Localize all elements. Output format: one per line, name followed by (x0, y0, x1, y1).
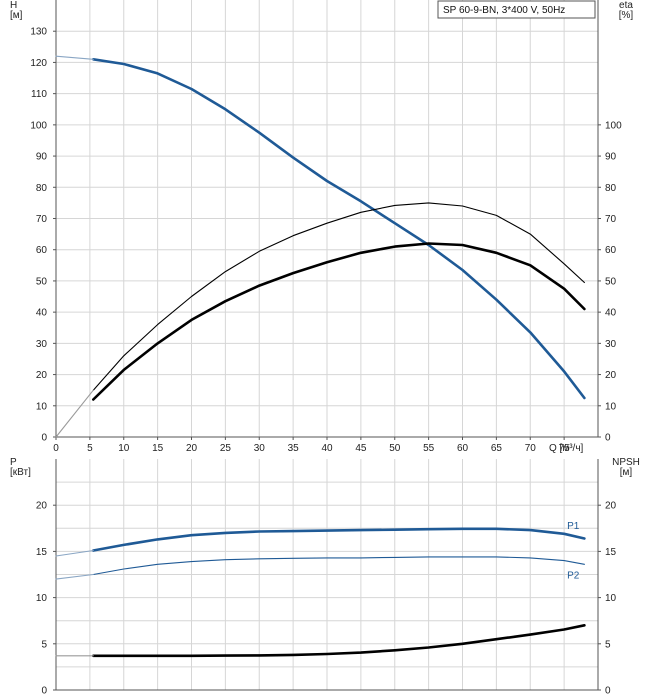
top-left-tick-label: 60 (36, 245, 48, 256)
power-npsh-panel: 0 5 10 15 20 0 5 10 15 20 P [кВт] NPSH [м] P1 P2 (10, 457, 640, 697)
top-series-h-extrapolated-line (55, 55, 94, 60)
top-left-tick-label: 30 (36, 339, 48, 350)
legend-box (437, 0, 596, 19)
bottom-left-tick-label: 5 (41, 639, 47, 650)
top-x-tick-label: 70 (525, 443, 537, 454)
npsh-axis-label-line: NPSH (612, 457, 640, 468)
top-x-tick-label: 20 (186, 443, 198, 454)
top-right-tick-label: 20 (605, 370, 617, 381)
top-x-tick-label: 35 (288, 443, 300, 454)
h-axis-label-line: H (10, 0, 17, 11)
top-x-tick-label: 5 (87, 443, 93, 454)
eta-axis-label: eta [%] (619, 0, 634, 21)
top-x-tick-label: 75 (559, 443, 571, 454)
bottom-right-tick-label: 15 (605, 547, 617, 558)
h-axis-label: H [м] (10, 0, 23, 21)
top-x-tick-label: 65 (491, 443, 503, 454)
bottom-right-tick-label: 0 (605, 686, 611, 697)
bottom-series-p2-line (92, 556, 585, 576)
top-left-tick-label: 50 (36, 276, 48, 287)
p-axis-label-line: P (10, 457, 17, 468)
top-right-tick-label: 50 (605, 276, 617, 287)
p-axis-label: P [кВт] (10, 457, 31, 478)
top-x-tick-label: 40 (321, 443, 333, 454)
top-left-tick-label: 70 (36, 214, 48, 225)
h-axis-label-line: [м] (10, 10, 23, 21)
top-left-tick-label: 80 (36, 183, 48, 194)
npsh-axis-label: NPSH [м] (612, 457, 640, 478)
top-left-tick-label: 20 (36, 370, 48, 381)
eta-axis-label-line: [%] (619, 10, 634, 21)
bottom-right-tick-label: 10 (605, 593, 617, 604)
bottom-right-tick-label: 20 (605, 501, 617, 512)
top-right-tick-label: 30 (605, 339, 617, 350)
top-left-tick-label: 120 (30, 58, 47, 69)
eta-axis-label-line: eta (619, 0, 633, 11)
top-x-tick-label: 55 (423, 443, 435, 454)
top-right-tick-label: 0 (605, 433, 611, 444)
bottom-right-tick-label: 5 (605, 639, 611, 650)
top-left-tick-label: 130 (30, 27, 47, 38)
top-right-tick-label: 80 (605, 183, 617, 194)
bottom-series-p1-line (92, 527, 586, 552)
top-right-tick-label: 10 (605, 401, 617, 412)
top-left-tick-label: 0 (41, 433, 47, 444)
top-x-tick-label: 30 (254, 443, 266, 454)
x-axis-label: Q [м³/ч] (549, 443, 584, 454)
top-left-tick-label: 110 (31, 89, 47, 100)
bottom-left-tick-label: 20 (36, 501, 48, 512)
npsh-axis-label-line: [м] (620, 467, 633, 478)
bottom-series-p2-extrapolated-line (55, 573, 94, 580)
top-left-tick-label: 90 (36, 152, 48, 163)
top-x-tick-label: 45 (355, 443, 367, 454)
top-right-tick-label: 100 (605, 120, 622, 131)
legend-text: SP 60-9-BN, 3*400 V, 50Hz (443, 5, 565, 16)
top-series-h-line (92, 58, 586, 400)
top-x-tick-label: 15 (152, 443, 164, 454)
bottom-left-tick-label: 15 (36, 547, 48, 558)
top-right-tick-label: 90 (605, 152, 617, 163)
bottom-left-tick-label: 10 (36, 593, 48, 604)
top-x-tick-label: 60 (457, 443, 469, 454)
top-right-tick-label: 40 (605, 308, 617, 319)
top-series-eta-line (92, 202, 585, 391)
bottom-series-label-p2: P2 (567, 571, 580, 582)
top-x-tick-label: 10 (118, 443, 130, 454)
p-axis-label-line: [кВт] (10, 467, 31, 478)
top-right-tick-label: 60 (605, 245, 617, 256)
top-series-eta2-line (92, 242, 586, 401)
top-x-tick-label: 25 (220, 443, 232, 454)
bottom-series-npsh-line (92, 624, 586, 658)
bottom-left-tick-label: 0 (41, 686, 47, 697)
top-series-eta-extrapolated-line (55, 389, 94, 438)
bottom-series-label-p1: P1 (567, 521, 580, 532)
top-left-tick-label: 100 (30, 120, 47, 131)
top-x-tick-label: 50 (389, 443, 401, 454)
top-left-tick-label: 10 (36, 401, 48, 412)
top-x-tick-label: 0 (53, 443, 59, 454)
head-efficiency-panel: 0102030405060708090100110120130010203040… (10, 0, 633, 454)
bottom-series-p1-extrapolated-line (55, 549, 94, 557)
top-right-tick-label: 70 (605, 214, 617, 225)
top-left-tick-label: 40 (36, 308, 48, 319)
